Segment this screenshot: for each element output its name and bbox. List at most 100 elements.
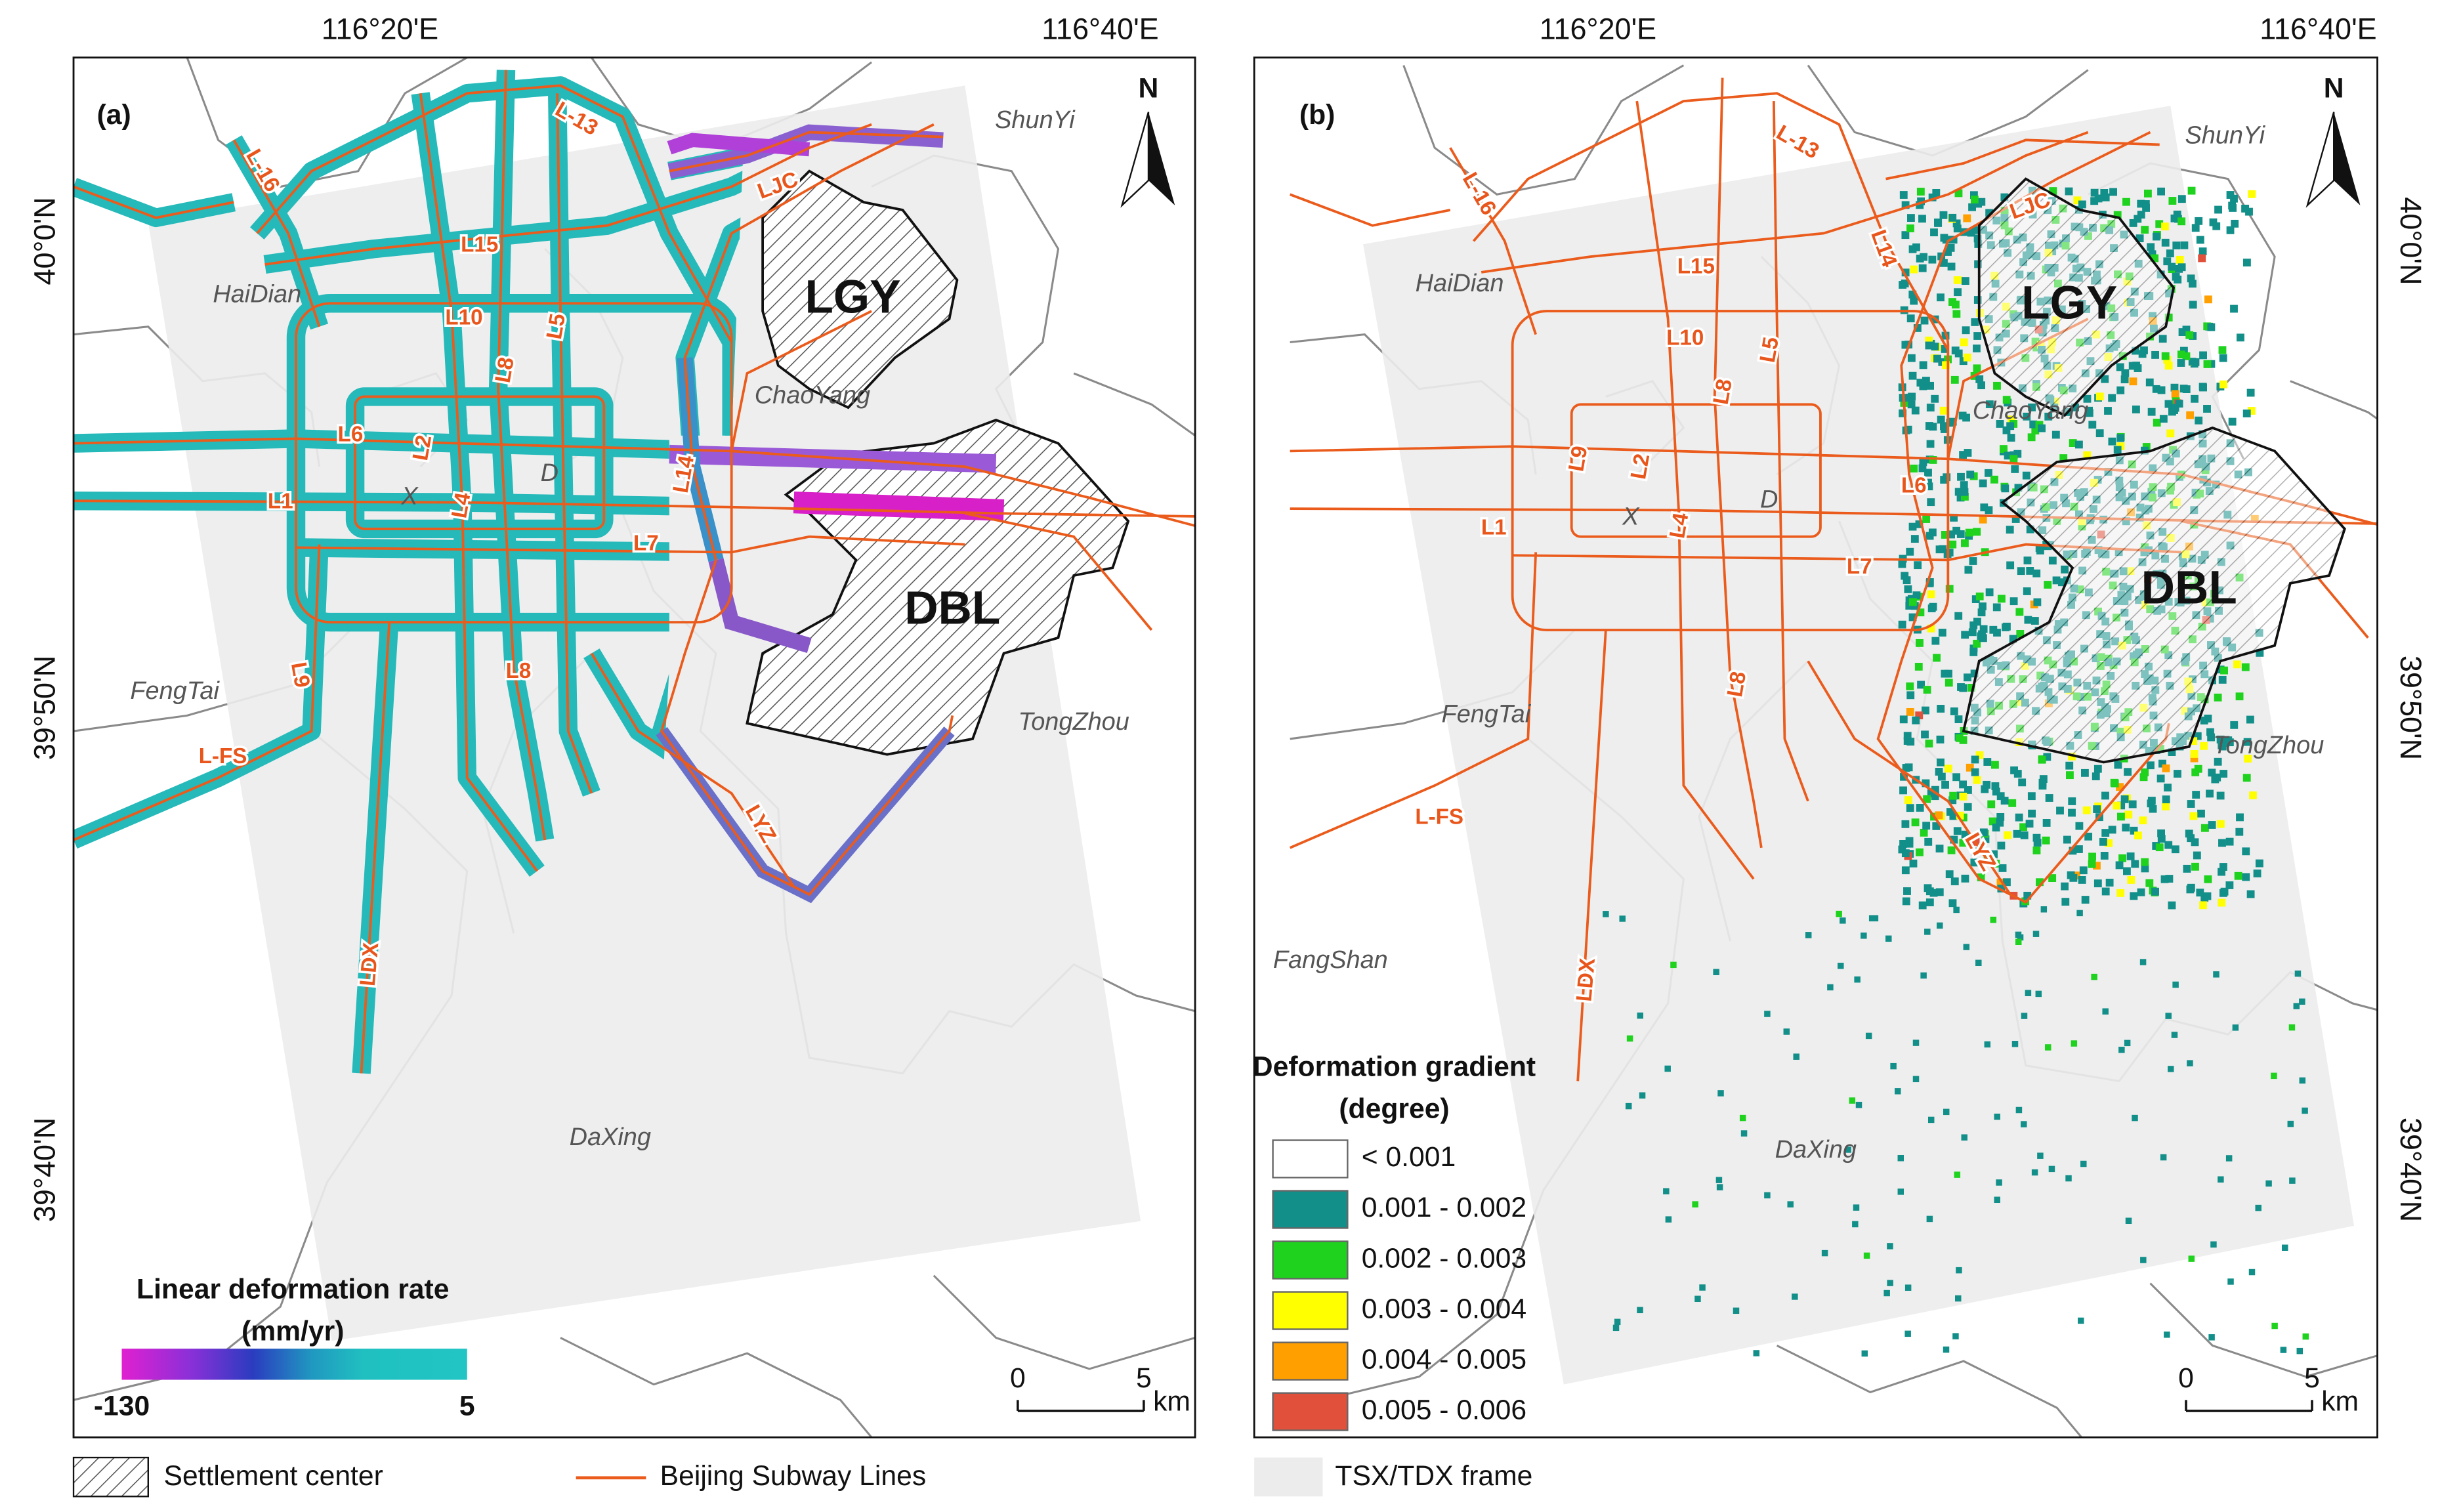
gradient-pixel: [1603, 911, 1609, 917]
gradient-pixel: [2160, 1154, 2167, 1161]
legend-class: 0.002 - 0.003: [1362, 1242, 1526, 1274]
gradient-pixel: [1626, 1035, 1633, 1042]
gradient-pixel: [2100, 189, 2109, 197]
gradient-pixel: [1902, 764, 1910, 772]
gradient-pixel: [2149, 805, 2157, 813]
gradient-pixel: [2203, 322, 2212, 331]
gradient-pixel: [1926, 404, 1935, 411]
gradient-pixel: [2125, 1217, 2132, 1225]
gradient-pixel: [1981, 835, 1990, 843]
gradient-pixel: [2008, 799, 2017, 807]
legend-unit: (degree): [1339, 1093, 1449, 1125]
gradient-pixel: [2199, 901, 2207, 910]
gradient-pixel: [2120, 795, 2129, 803]
gradient-pixel: [2009, 455, 2018, 463]
gradient-pixel: [1619, 915, 1626, 922]
gradient-pixel: [2123, 867, 2131, 875]
gradient-pixel: [2225, 881, 2234, 889]
gradient-pixel: [2218, 346, 2227, 354]
gradient-pixel: [1953, 276, 1962, 284]
gradient-pixel: [2105, 879, 2114, 887]
line-label: L15: [461, 232, 498, 257]
gradient-pixel: [2249, 791, 2257, 799]
gradient-pixel: [1717, 1090, 1724, 1097]
gradient-pixel: [2198, 247, 2207, 255]
north-label: N: [2324, 73, 2344, 104]
gradient-pixel: [2081, 768, 2089, 777]
line-label: L2: [408, 433, 436, 463]
gradient-pixel: [2028, 809, 2036, 818]
gradient-pixel: [2016, 630, 2025, 638]
place-name: FangShan: [1273, 946, 1388, 974]
gradient-pixel: [1922, 706, 1929, 715]
gradient-pixel: [2246, 388, 2255, 397]
gradient-pixel: [1942, 236, 1950, 244]
gradient-pixel: [2032, 833, 2041, 842]
place-name: ShunYi: [995, 106, 1076, 134]
gradient-pixel: [2165, 875, 2174, 883]
gradient-pixel: [2069, 847, 2077, 855]
gradient-pixel: [2144, 189, 2152, 198]
gradient-pixel: [1906, 691, 1915, 700]
place-name: ChaoYang: [1973, 397, 2088, 425]
gradient-pixel: [2108, 437, 2116, 446]
gradient-pixel: [2302, 1333, 2309, 1340]
gradient-pixel: [1614, 1318, 1621, 1326]
line-label: L8: [1723, 669, 1751, 699]
gradient-pixel: [1953, 224, 1962, 233]
gradient-pixel: [2185, 830, 2193, 838]
gradient-pixel: [2191, 224, 2200, 232]
gradient-pixel: [2137, 211, 2145, 219]
gradient-pixel: [1920, 316, 1929, 325]
gradient-pixel: [1922, 822, 1931, 830]
gradient-pixel: [1945, 549, 1954, 556]
gradient-pixel: [2052, 576, 2061, 585]
gradient-pixel: [2204, 875, 2212, 883]
gradient-pixel: [2187, 1060, 2193, 1066]
gradient-pixel: [2246, 890, 2255, 898]
gradient-pixel: [1949, 791, 1958, 800]
gradient-pixel: [1940, 259, 1948, 267]
gradient-pixel: [1935, 545, 1944, 554]
place-name: ChaoYang: [755, 381, 870, 409]
gradient-pixel: [1912, 243, 1920, 251]
gradient-pixel: [1937, 705, 1945, 713]
gradient-pixel: [2168, 197, 2177, 205]
gradient-pixel: [2165, 1013, 2172, 1019]
gradient-pixel: [2157, 835, 2166, 843]
gradient-pixel: [2218, 742, 2227, 751]
gradient-pixel: [1937, 922, 1943, 929]
gradient-pixel: [1997, 885, 2006, 892]
gradient-pixel: [2122, 824, 2130, 831]
gradient-pixel: [2134, 215, 2142, 223]
gradient-pixel: [2171, 1032, 2178, 1038]
gradient-pixel: [1968, 628, 1977, 637]
gradient-pixel: [2186, 411, 2195, 419]
lat-label: 40°0'N: [28, 197, 62, 285]
gradient-pixel: [1907, 354, 1916, 362]
gradient-pixel: [2288, 1024, 2296, 1031]
gradient-pixel: [2079, 866, 2088, 875]
gradient-pixel: [2025, 820, 2034, 828]
gradient-pixel: [2209, 218, 2218, 226]
gradient-pixel: [2230, 721, 2239, 729]
gradient-pixel: [1996, 878, 2005, 887]
gradient-pixel: [2093, 879, 2102, 888]
gradient-pixel: [2108, 826, 2116, 834]
gradient-pixel: [1952, 773, 1961, 782]
gradient-pixel: [1906, 682, 1914, 690]
gradient-pixel: [2187, 800, 2195, 808]
gradient-pixel: [1883, 1290, 1890, 1297]
gradient-pixel: [2147, 797, 2156, 805]
gradient-pixel: [2287, 1120, 2294, 1127]
gradient-pixel: [2040, 906, 2048, 913]
gradient-pixel: [1926, 381, 1934, 390]
gradient-pixel: [1950, 707, 1958, 715]
gradient-pixel: [2141, 768, 2149, 776]
gradient-pixel: [2101, 791, 2109, 800]
gradient-pixel: [1979, 625, 1988, 633]
gradient-pixel: [1916, 804, 1924, 812]
gradient-pixel: [1928, 193, 1937, 201]
gradient-pixel: [1901, 572, 1909, 580]
